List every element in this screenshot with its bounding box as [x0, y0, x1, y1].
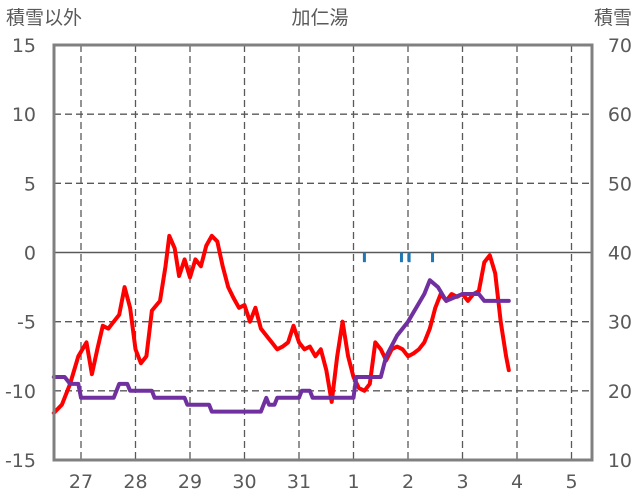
precip-bar [362, 252, 366, 263]
right-tick-label: 50 [608, 173, 632, 195]
precip-bar [399, 252, 403, 263]
x-tick-label: 4 [511, 471, 523, 493]
plot-frame [52, 43, 594, 462]
chart-title: 加仁湯 [291, 7, 348, 29]
x-tick-label: 31 [287, 471, 311, 493]
x-tick-label: 29 [178, 471, 202, 493]
right-tick-label: 20 [608, 381, 632, 403]
plot-border [52, 43, 594, 462]
left-tick-label: 0 [24, 243, 36, 265]
left-axis-label: 積雪以外 [6, 7, 82, 29]
right-tick-label: 40 [608, 243, 632, 265]
x-tick-label: 5 [565, 471, 577, 493]
left-tick-label: 5 [24, 173, 36, 195]
left-tick-label: -5 [17, 312, 36, 334]
x-tick-label: 27 [69, 471, 93, 493]
left-tick-label: 10 [12, 104, 36, 126]
right-tick-label: 30 [608, 312, 632, 334]
right-tick-label: 60 [608, 104, 632, 126]
left-tick-label: -15 [5, 450, 36, 472]
right-tick-label: 70 [608, 35, 632, 57]
x-tick-label: 2 [402, 471, 414, 493]
left-tick-label: -10 [5, 381, 36, 403]
x-tick-label: 1 [347, 471, 359, 493]
right-axis-label: 積雪 [594, 7, 632, 29]
x-tick-label: 28 [123, 471, 147, 493]
x-tick-label: 3 [456, 471, 468, 493]
right-tick-label: 10 [608, 450, 632, 472]
precip-bar [407, 252, 411, 263]
x-tick-label: 30 [232, 471, 256, 493]
series-line-1 [51, 278, 511, 414]
series-line-0 [51, 233, 511, 415]
data-marks [51, 233, 511, 415]
precip-bar [431, 252, 435, 263]
left-tick-label: 15 [12, 35, 36, 57]
